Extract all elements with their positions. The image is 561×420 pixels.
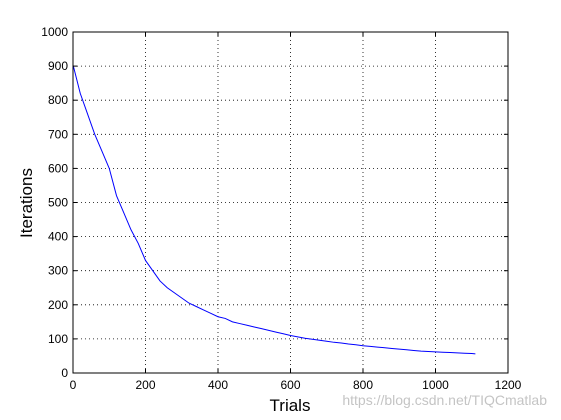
x-tick-label: 400 xyxy=(208,378,228,392)
x-tick-label: 1000 xyxy=(422,378,449,392)
y-tick-label: 200 xyxy=(48,298,68,312)
y-axis-title: Iterations xyxy=(17,168,36,238)
y-tick-label: 800 xyxy=(48,93,68,107)
x-tick-label: 1200 xyxy=(495,378,522,392)
y-tick-label: 900 xyxy=(48,59,68,73)
x-tick-label: 200 xyxy=(135,378,155,392)
series-line-0 xyxy=(73,65,476,355)
x-tick-label: 600 xyxy=(280,378,300,392)
grid-lines xyxy=(73,32,508,373)
watermark-text: https://blog.csdn.net/TIQCmatlab xyxy=(342,392,547,408)
y-tick-label: 1000 xyxy=(41,25,68,39)
y-tick-label: 500 xyxy=(48,196,68,210)
y-tick-label: 0 xyxy=(61,366,68,380)
x-axis-title: Trials xyxy=(270,396,311,415)
y-tick-label: 300 xyxy=(48,264,68,278)
y-tick-label: 400 xyxy=(48,230,68,244)
x-axis-ticks: 0 200 400 600 800 1000 1200 xyxy=(70,32,522,392)
series-group xyxy=(73,65,476,355)
x-tick-label: 800 xyxy=(353,378,373,392)
y-axis-ticks: 0 100 200 300 400 500 600 700 800 900 1000 xyxy=(41,25,508,380)
plot-area xyxy=(73,32,508,373)
y-tick-label: 100 xyxy=(48,332,68,346)
y-tick-label: 600 xyxy=(48,161,68,175)
y-tick-label: 700 xyxy=(48,127,68,141)
x-tick-label: 0 xyxy=(70,378,77,392)
